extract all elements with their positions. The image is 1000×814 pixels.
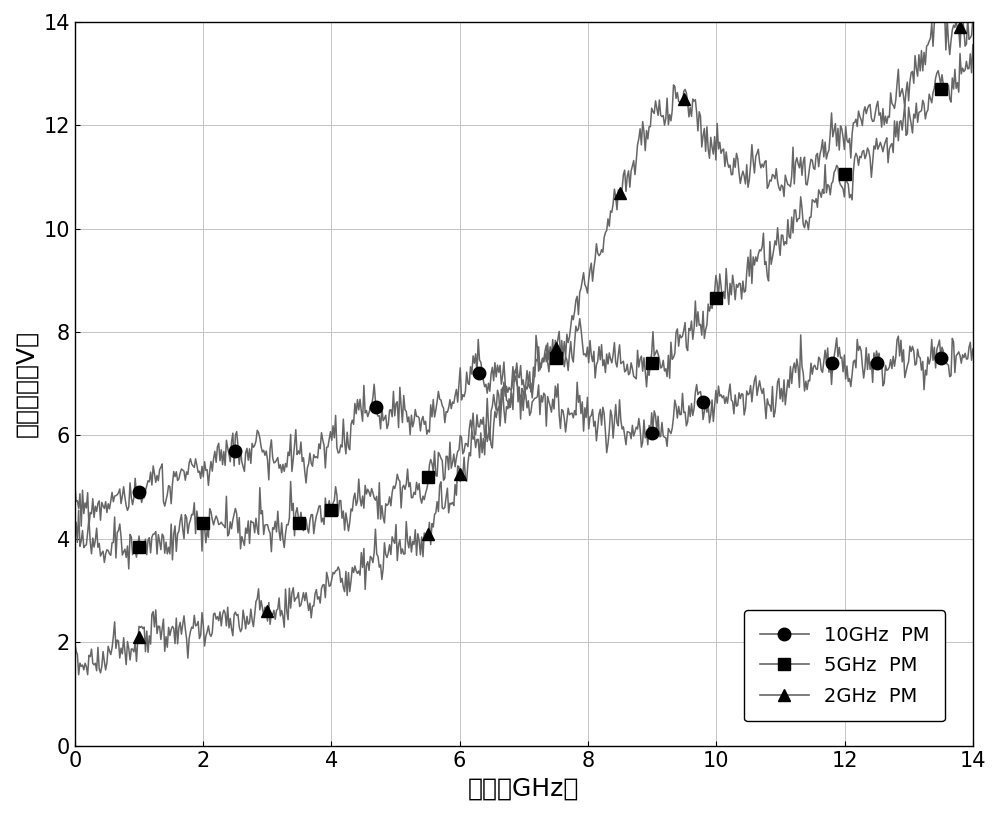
Y-axis label: 半波电压（V）: 半波电压（V）: [14, 330, 38, 437]
5GHz  PM: [646, 358, 658, 368]
2GHz  PM: [678, 94, 690, 104]
2GHz  PM: [550, 343, 562, 352]
10GHz  PM: [871, 358, 883, 368]
5GHz  PM: [197, 519, 209, 528]
10GHz  PM: [133, 488, 145, 497]
10GHz  PM: [370, 402, 382, 412]
Legend: 10GHz  PM, 5GHz  PM, 2GHz  PM: 10GHz PM, 5GHz PM, 2GHz PM: [744, 610, 945, 721]
5GHz  PM: [710, 294, 722, 304]
2GHz  PM: [422, 529, 434, 539]
5GHz  PM: [935, 84, 947, 94]
5GHz  PM: [325, 505, 337, 515]
Line: 5GHz  PM: 5GHz PM: [133, 83, 947, 553]
2GHz  PM: [133, 632, 145, 642]
10GHz  PM: [826, 358, 838, 368]
2GHz  PM: [454, 470, 466, 479]
2GHz  PM: [261, 606, 273, 616]
5GHz  PM: [839, 169, 851, 179]
X-axis label: 频率（GHz）: 频率（GHz）: [468, 776, 580, 800]
Line: 10GHz  PM: 10GHz PM: [133, 352, 947, 499]
Line: 2GHz  PM: 2GHz PM: [133, 21, 966, 643]
5GHz  PM: [550, 353, 562, 363]
2GHz  PM: [954, 22, 966, 32]
10GHz  PM: [697, 397, 709, 407]
5GHz  PM: [133, 542, 145, 552]
5GHz  PM: [293, 519, 305, 528]
10GHz  PM: [229, 446, 241, 456]
2GHz  PM: [614, 187, 626, 197]
5GHz  PM: [422, 472, 434, 482]
10GHz  PM: [473, 369, 485, 379]
10GHz  PM: [646, 428, 658, 438]
10GHz  PM: [935, 353, 947, 363]
